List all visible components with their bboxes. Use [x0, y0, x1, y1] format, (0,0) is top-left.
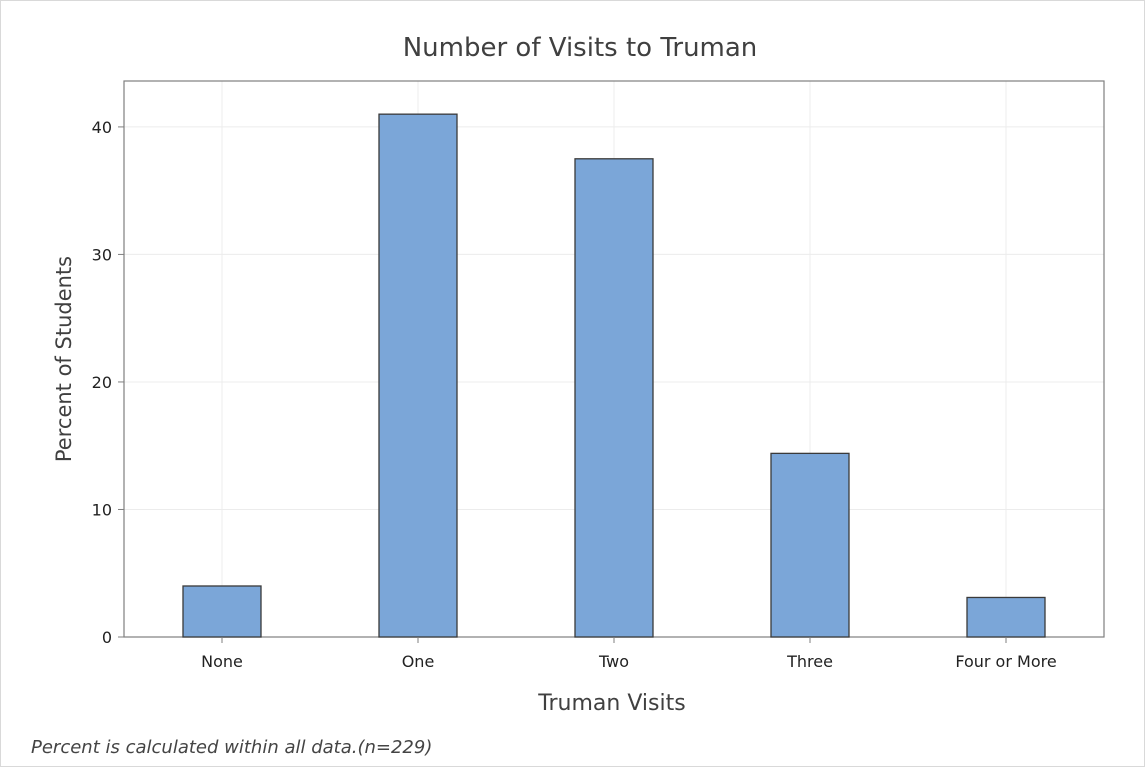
y-tick-label: 30: [92, 245, 112, 264]
bar-four-or-more: [966, 596, 1046, 638]
y-tick-label: 0: [102, 628, 112, 647]
footnote: Percent is calculated within all data.(n…: [31, 737, 433, 758]
bar-three: [770, 452, 850, 638]
x-tick-label: None: [201, 652, 243, 671]
bar-none: [182, 585, 262, 638]
y-tick-label: 20: [92, 373, 112, 392]
x-tick-label: One: [402, 652, 435, 671]
x-axis-ticks: None One Two Three Four or More: [201, 637, 1057, 671]
y-tick-label: 10: [92, 500, 112, 519]
y-axis-label: Percent of Students: [52, 256, 76, 462]
bar-two: [574, 158, 654, 638]
x-tick-label: Two: [598, 652, 629, 671]
y-tick-label: 40: [92, 118, 112, 137]
x-axis-label: Truman Visits: [537, 691, 685, 716]
x-tick-label: Four or More: [955, 652, 1056, 671]
x-tick-label: Three: [786, 652, 833, 671]
y-axis-ticks: 0 10 20 30 40: [92, 118, 124, 647]
bars: [182, 113, 1046, 638]
chart-title: Number of Visits to Truman: [403, 33, 758, 63]
bar-one: [378, 113, 458, 638]
